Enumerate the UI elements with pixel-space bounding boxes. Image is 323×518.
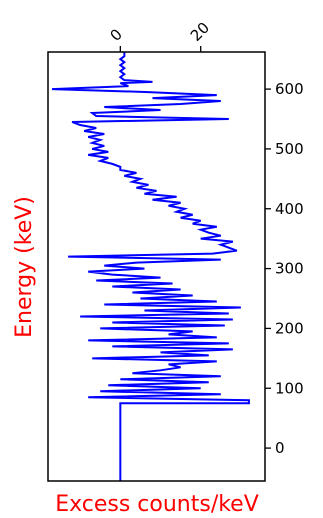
- y-tick-label: 200: [275, 319, 304, 337]
- x-tick-label: 20: [187, 19, 213, 45]
- plot-area: [51, 52, 250, 481]
- y-tick-label: 500: [275, 140, 304, 158]
- y-ticks: 0 100 200 300 400 500 600: [265, 80, 304, 457]
- y-tick-label: 0: [275, 439, 285, 457]
- x-axis-label: Excess counts/keV: [55, 492, 259, 517]
- y-tick-label: 300: [275, 260, 304, 278]
- y-tick-label: 600: [275, 80, 304, 98]
- x-tick-label: 0: [106, 25, 125, 44]
- y-tick-label: 400: [275, 200, 304, 218]
- series-line: [51, 52, 250, 481]
- x-ticks: 0 20: [106, 19, 213, 52]
- y-tick-label: 100: [275, 379, 304, 397]
- plot-frame: [47, 51, 266, 482]
- y-axis-label: Energy (keV): [12, 196, 37, 338]
